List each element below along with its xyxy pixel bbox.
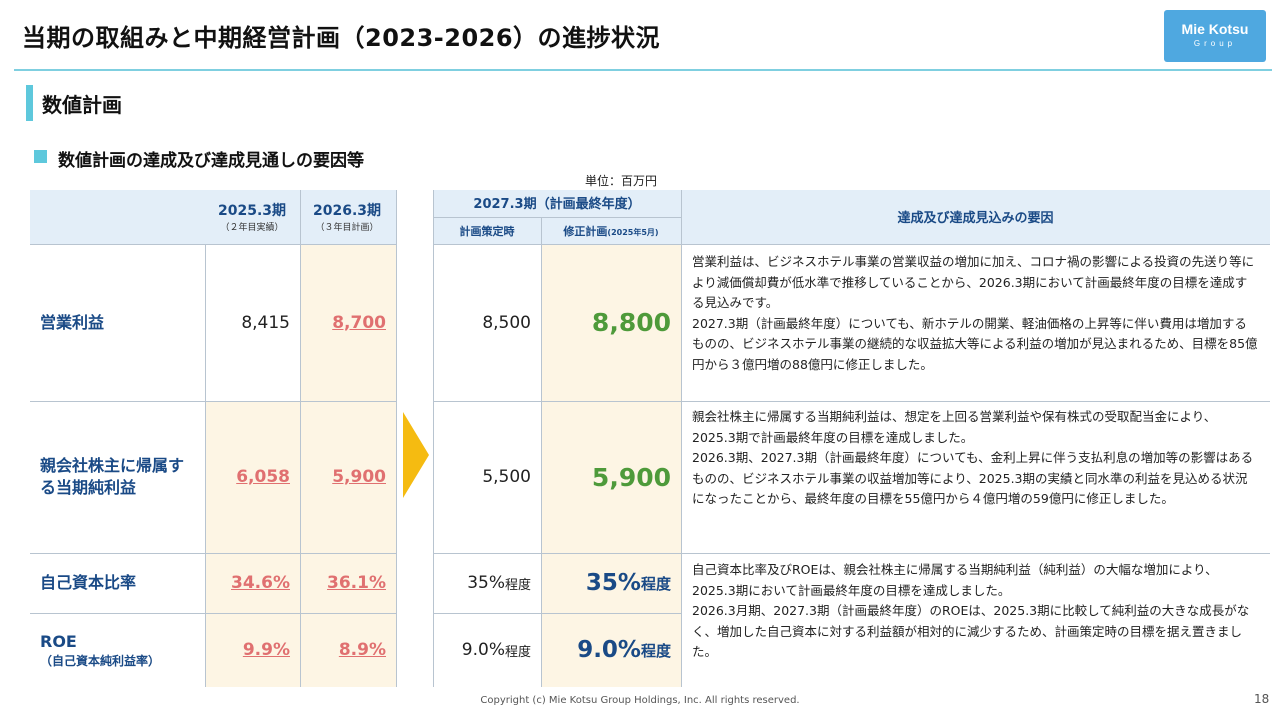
- operating-profit-revised: 8,800: [541, 244, 681, 401]
- page-title: 当期の取組みと中期経営計画（2023-2026）の進捗状況: [22, 24, 661, 52]
- reason-equity-roe: 自己資本比率及びROEは、親会社株主に帰属する当期純利益（純利益）の大幅な増加に…: [692, 562, 1250, 659]
- grid-line: [30, 401, 396, 402]
- page-number: 18: [1254, 692, 1270, 706]
- title-divider: [14, 69, 1272, 71]
- grid-line: [30, 613, 396, 614]
- header-reason: 達成及び達成見込みの要因: [897, 211, 1054, 226]
- reason-net-income: 親会社株主に帰属する当期純利益は、想定を上回る営業利益や保有株式の受取配当金によ…: [692, 409, 1254, 506]
- roe-revised: 9.0% 程度: [541, 613, 681, 687]
- grid-line: [433, 553, 1270, 554]
- net-income-2025: 6,058: [205, 401, 300, 553]
- net-income-plan: 5,500: [433, 401, 541, 553]
- arrow-right-icon: [403, 412, 429, 498]
- copyright: Copyright (c) Mie Kotsu Group Holdings, …: [480, 695, 800, 706]
- header-2027-revised: 修正計画(2025年5月): [563, 225, 659, 238]
- row-label-roe: ROE （自己資本純利益率）: [30, 613, 205, 687]
- net-income-2026: 5,900: [300, 401, 396, 553]
- grid-line: [396, 190, 397, 687]
- header-2025: 2025.3期 （２年目実績）: [217, 203, 287, 233]
- row-label-operating-profit: 営業利益: [30, 244, 205, 401]
- grid-line: [433, 401, 1270, 402]
- row-label-equity-ratio: 自己資本比率: [30, 553, 205, 613]
- table-header-left: [30, 190, 396, 244]
- operating-profit-2025: 8,415: [205, 244, 300, 401]
- header-2026: 2026.3期 （３年目計画）: [312, 203, 382, 233]
- grid-line: [433, 190, 434, 687]
- reason-operating-profit: 営業利益は、ビジネスホテル事業の営業収益の増加に加え、コロナ禍の影響による投資の…: [692, 254, 1258, 372]
- header-2027: 2027.3期（計画最終年度）: [473, 197, 641, 212]
- roe-2026: 8.9%: [300, 613, 396, 687]
- logo-text: Mie Kotsu: [1181, 21, 1249, 37]
- grid-line: [300, 190, 301, 687]
- grid-line: [30, 244, 396, 245]
- operating-profit-2026: 8,700: [300, 244, 396, 401]
- company-logo: Mie Kotsu Group: [1164, 10, 1266, 62]
- section-title: 数値計画: [42, 93, 122, 117]
- roe-2025: 9.9%: [205, 613, 300, 687]
- equity-ratio-2026: 36.1%: [300, 553, 396, 613]
- unit-label: 単位：百万円: [585, 174, 658, 188]
- header-2027-plan: 計画策定時: [459, 225, 515, 238]
- section-marker: [26, 85, 33, 121]
- operating-profit-plan: 8,500: [433, 244, 541, 401]
- grid-line: [681, 190, 682, 687]
- grid-line: [30, 553, 396, 554]
- grid-line: [205, 244, 206, 687]
- square-bullet-icon: [34, 150, 47, 163]
- roe-plan: 9.0% 程度: [433, 613, 541, 687]
- grid-line: [433, 217, 681, 218]
- grid-line: [433, 613, 681, 614]
- equity-ratio-revised: 35% 程度: [541, 553, 681, 613]
- grid-line: [433, 244, 1270, 245]
- grid-line: [541, 217, 542, 687]
- logo-subtext: Group: [1193, 39, 1237, 48]
- net-income-revised: 5,900: [541, 401, 681, 553]
- subsection-title: 数値計画の達成及び達成見通しの要因等: [58, 151, 364, 171]
- equity-ratio-plan: 35% 程度: [433, 553, 541, 613]
- row-label-net-income: 親会社株主に帰属する当期純利益: [30, 401, 205, 553]
- equity-ratio-2025: 34.6%: [205, 553, 300, 613]
